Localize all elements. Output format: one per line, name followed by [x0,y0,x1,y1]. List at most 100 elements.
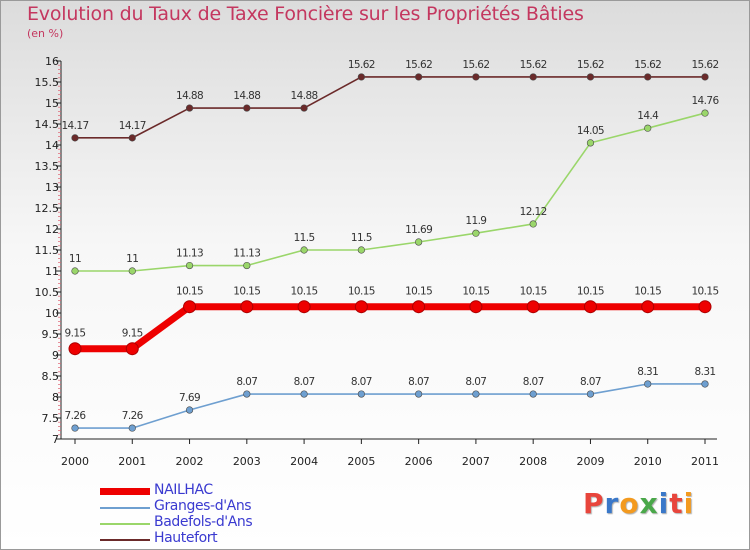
legend-label: Granges-d'Ans [154,498,252,514]
data-label: 8.31 [637,366,658,378]
data-point [297,300,311,314]
y-tick-label: 15.5 [35,76,60,89]
line-chart: 77.588.599.51010.51111.51212.51313.51414… [35,55,721,468]
x-tick-label: 2005 [347,455,375,468]
x-tick-label: 2000 [61,455,89,468]
data-point [472,73,480,81]
data-point [415,238,423,246]
data-point [644,73,652,81]
data-point [185,261,194,270]
data-label: 8.07 [351,376,372,388]
y-tick-label: 10.5 [35,286,60,299]
data-label: 10.15 [520,286,547,298]
data-label: 14.88 [291,90,318,102]
data-label: 12.12 [520,206,547,218]
data-label: 7.26 [65,410,87,422]
y-tick-label: 13.5 [35,160,60,173]
data-label: 15.62 [691,59,718,71]
data-point [529,73,537,81]
data-label: 15.62 [462,59,489,71]
series-line-badefols-d-ans [75,112,706,272]
data-label: 15.62 [348,59,375,71]
y-axis-unit: (en %) [27,27,64,40]
x-tick-label: 2003 [233,455,261,468]
data-label: 15.62 [634,59,661,71]
y-tick-label: 8.5 [42,370,60,383]
data-point [701,380,709,388]
y-tick-label: 13 [45,181,59,194]
x-tick-label: 2004 [290,455,318,468]
data-label: 8.07 [523,376,544,388]
data-label: 11 [69,253,81,265]
data-point [300,246,308,254]
logo-letter: r [604,487,620,520]
data-label: 10.15 [233,286,260,298]
data-label: 15.62 [520,59,547,71]
logo-letter: o [619,487,640,520]
x-tick-label: 2007 [462,455,490,468]
data-label: 11.13 [233,248,260,260]
x-tick-label: 2008 [519,455,547,468]
data-point [529,390,537,398]
data-label: 14.76 [691,95,719,107]
data-point [185,406,194,414]
data-point [357,73,365,81]
data-point [300,390,308,398]
data-label: 11.5 [294,232,315,244]
y-tick-label: 9 [52,349,59,362]
y-tick-label: 12.5 [35,202,60,215]
logo-letter: P [583,487,605,520]
data-point [68,342,82,356]
y-tick-label: 8 [52,391,59,404]
legend-swatch [100,507,150,509]
data-label: 8.07 [294,376,315,388]
data-label: 15.62 [577,59,604,71]
data-point [644,380,652,388]
y-tick-label: 15 [45,97,59,110]
series-badefols-d-ans: 11 11 11.13 11.13 11.5 11.5 11.69 11.9 12.12 14.0… [69,95,720,275]
logo-letter: i [658,487,670,520]
series-granges-d-ans: 7.26 7.26 7.69 8.07 8.07 8.07 8.07 8.07 8.07 8.07… [65,366,716,432]
logo-letter: t [669,487,684,520]
series-nailhac: 9.15 9.15 10.15 10.15 10.15 10.15 10.15 10.15 10… [65,286,719,356]
data-label: 14.05 [577,125,604,137]
data-point [472,390,480,398]
data-point [240,300,254,314]
data-point [128,267,136,275]
y-tick-label: 7 [52,433,59,446]
series-line-nailhac [75,303,705,353]
data-point [243,390,251,398]
data-label: 11.9 [465,215,486,227]
data-point [71,134,79,142]
y-tick-label: 16 [45,55,59,68]
x-tick-label: 2006 [405,455,433,468]
data-point [641,300,655,314]
data-label: 10.15 [577,286,604,298]
data-point [243,104,251,112]
data-label: 8.07 [236,376,257,388]
data-point [71,424,79,432]
data-label: 11.5 [351,232,372,244]
data-label: 8.07 [465,376,486,388]
data-label: 14.17 [61,120,88,132]
data-point [412,300,426,314]
data-point [300,104,308,112]
data-point [415,73,423,81]
data-label: 8.31 [695,366,716,378]
x-tick-label: 2009 [576,455,604,468]
data-label: 10.15 [405,286,432,298]
x-tick-label: 2002 [176,455,204,468]
data-label: 7.69 [179,392,200,404]
data-point [71,267,79,275]
data-label: 11.13 [176,248,203,260]
series-layer: 14.17 14.17 14.88 14.88 14.88 15.62 15.62 15.62… [61,59,720,432]
y-tick-label: 11 [45,265,59,278]
data-point [583,300,597,314]
data-point [415,390,423,398]
data-point [472,229,480,237]
x-tick-label: 2011 [691,455,719,468]
data-point [357,246,365,254]
proxiti-logo: Proxiti [583,487,694,520]
data-point [701,73,709,81]
